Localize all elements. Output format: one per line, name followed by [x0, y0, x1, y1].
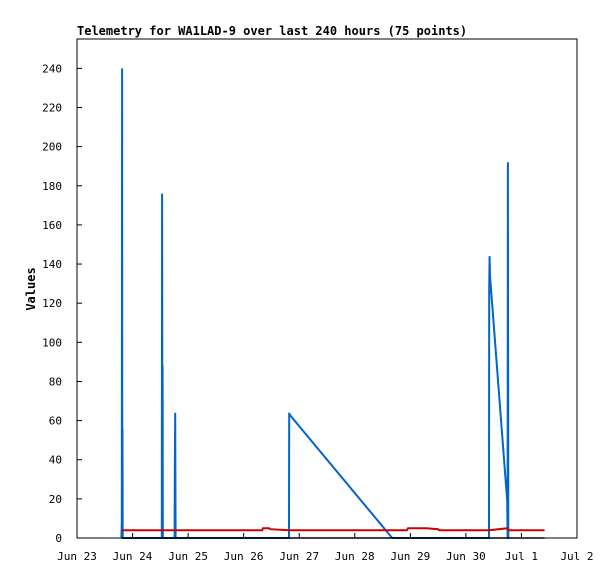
x-tick-label: Jun 27: [279, 550, 319, 563]
y-tick-label: 140: [42, 258, 62, 271]
y-tick-label: 120: [42, 297, 62, 310]
x-tick-label: Jun 29: [390, 550, 430, 563]
x-tick-label: Jun 30: [446, 550, 486, 563]
x-tick-label: Jul 2: [560, 550, 593, 563]
y-tick-label: 180: [42, 180, 62, 193]
y-axis-ticks: 0 20 40 60 80 100 120 140 160 180 200 220 240: [42, 62, 82, 545]
y-tick-label: 100: [42, 336, 62, 349]
series-layer: [120, 68, 545, 539]
y-tick-label: 200: [42, 141, 62, 154]
y-tick-label: 220: [42, 101, 62, 114]
x-axis-ticks: Jun 23 Jun 24 Jun 25 Jun 26 Jun 27 Jun 28 Jun …: [57, 533, 594, 563]
series-line-2: [121, 527, 545, 532]
x-tick-label: Jun 23: [57, 550, 97, 563]
x-tick-label: Jun 24: [113, 550, 153, 563]
y-tick-label: 20: [49, 493, 62, 506]
x-tick-label: Jun 28: [335, 550, 375, 563]
y-tick-label: 160: [42, 219, 62, 232]
y-tick-label: 0: [55, 532, 62, 545]
x-tick-label: Jun 26: [224, 550, 264, 563]
y-axis-label: Values: [24, 267, 38, 310]
chart-title: Telemetry for WA1LAD-9 over last 240 hou…: [77, 24, 467, 38]
y-tick-label: 60: [49, 415, 62, 428]
x-tick-label: Jul 1: [505, 550, 538, 563]
y-tick-label: 240: [42, 62, 62, 75]
y-tick-label: 80: [49, 375, 62, 388]
x-tick-label: Jun 25: [168, 550, 208, 563]
y-tick-label: 40: [49, 454, 62, 467]
plot-area-frame: [76, 38, 578, 539]
